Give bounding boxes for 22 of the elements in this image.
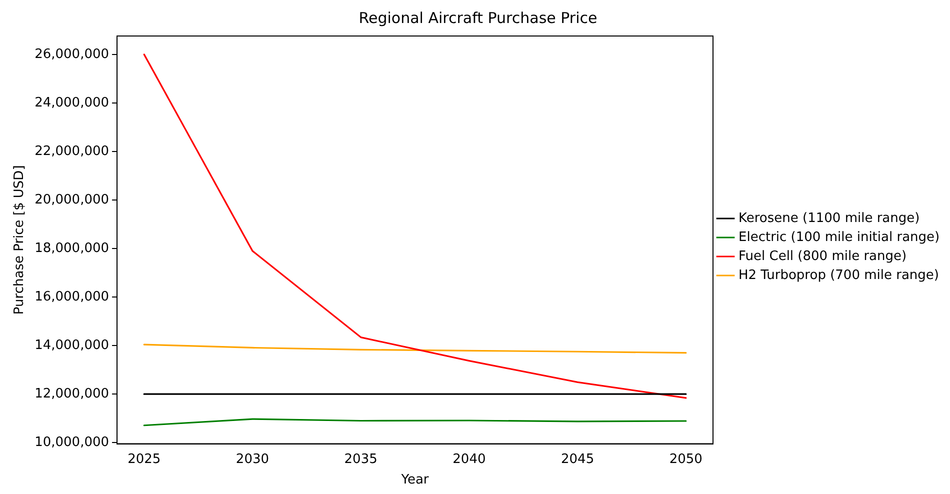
y-tick-label: 20,000,000 xyxy=(34,192,110,208)
y-tick-label: 12,000,000 xyxy=(34,386,110,402)
legend-label: H2 Turboprop (700 mile range) xyxy=(738,268,939,283)
y-tick-label: 14,000,000 xyxy=(34,338,110,353)
y-tick-label: 22,000,000 xyxy=(34,144,110,159)
y-tick-label: 10,000,000 xyxy=(34,434,110,450)
x-axis-title: Year xyxy=(400,472,430,488)
x-tick-label: 2035 xyxy=(344,452,378,467)
legend-label: Kerosene (1100 mile range) xyxy=(738,210,920,226)
chart-title: Regional Aircraft Purchase Price xyxy=(358,8,598,27)
y-tick-label: 26,000,000 xyxy=(34,46,110,62)
legend-label: Electric (100 mile initial range) xyxy=(738,230,940,245)
legend-label: Fuel Cell (800 mile range) xyxy=(738,248,907,264)
x-tick-label: 2025 xyxy=(128,452,161,467)
y-tick-label: 18,000,000 xyxy=(34,240,110,256)
y-axis-title: Purchase Price [$ USD] xyxy=(12,165,28,315)
x-tick-label: 2040 xyxy=(452,452,486,467)
y-tick-label: 16,000,000 xyxy=(34,289,110,304)
y-tick-label: 24,000,000 xyxy=(34,95,110,110)
x-tick-label: 2030 xyxy=(236,452,270,467)
x-tick-label: 2050 xyxy=(669,452,702,467)
x-tick-label: 2045 xyxy=(561,452,594,467)
